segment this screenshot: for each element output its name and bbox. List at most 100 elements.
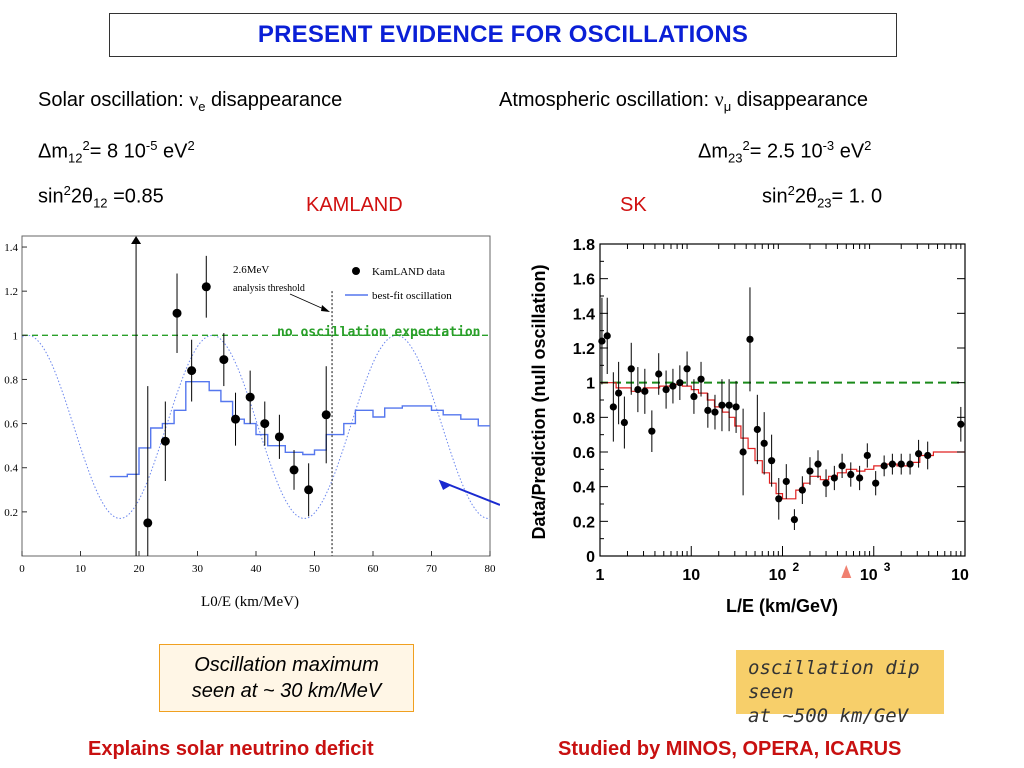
kamland-plot-frame [21,235,491,557]
atmospheric-delta-m: Δm232= 2.5 10-3 eV2 [698,138,872,166]
kamland-x-tick-label: 80 [485,563,497,575]
page-title: PRESENT EVIDENCE FOR OSCILLATIONS [257,21,749,48]
sk-data-point [697,375,705,383]
sk-data-point [711,408,719,416]
kamland-dotted-oscillation [21,334,490,519]
kamland-chart: 0.2 0.4 0.6 0.8 1 1.2 1.4 0 10 20 30 40 50 60 70 80 2.… [4,235,500,610]
sk-x-tick-label: 1 [596,567,605,584]
sk-data-point [609,403,617,411]
sk-data-point [806,467,814,475]
sk-data-point [822,479,830,487]
kamland-x-tick-label: 50 [309,563,321,575]
solar-delta-m: Δm122= 8 10-5 eV2 [38,138,195,166]
kamland-legend-fit: best-fit oscillation [372,290,452,302]
kamland-y-tick-label: 0.4 [4,463,18,475]
kamland-x-ticks: 0 10 20 30 40 50 60 70 80 [19,551,496,575]
sk-data-point [775,495,783,503]
sk-data-point [627,365,635,373]
sk-x-ticks: 110102103104 [596,244,969,584]
kamland-dotted-curve [21,334,490,519]
sk-data-point [746,335,754,343]
kamland-data-point [245,392,255,402]
sk-data-point [732,403,740,411]
sk-data-point [888,460,896,468]
kamland-label: KAMLAND [306,194,403,216]
sk-points [598,287,965,530]
kamland-x-tick-label: 40 [251,563,263,575]
kamland-data-point [260,419,270,429]
kamland-data-point [231,414,241,424]
kamland-data-point [160,436,170,446]
kamland-x-tick-label: 0 [19,563,25,575]
sk-note: oscillation dip seen at ~500 km/GeV [736,650,944,727]
sk-x-tick-exponent: 3 [884,560,891,574]
sk-y-tick-label: 1.4 [573,306,595,323]
sk-fit-line [600,382,965,500]
kamland-data-point [219,355,229,365]
kamland-x-tick-label: 60 [368,563,380,575]
kamland-blue-arrowhead [438,479,452,490]
kamland-annotation-energy: 2.6MeV [233,264,269,276]
sk-data-point [906,460,914,468]
kamland-data-point [172,308,182,318]
title-box: PRESENT EVIDENCE FOR OSCILLATIONS [109,13,897,57]
sk-data-point [872,479,880,487]
sk-data-point [768,457,776,465]
kamland-data-point [289,465,299,475]
kamland-y-tick-label: 1.2 [4,286,18,298]
sk-plot-frame [599,243,966,557]
sk-data-point [718,401,726,409]
footer-right: Studied by MINOS, OPERA, ICARUS [558,738,902,760]
kamland-x-tick-label: 30 [192,563,204,575]
kamland-blue-arrow [441,481,500,506]
sk-x-label: L/E (km/GeV) [726,596,838,616]
kamland-data-point [274,432,284,442]
sk-y-ticks: 0 0.2 0.4 0.6 0.8 1 1.2 1.4 1.6 1.8 [573,237,965,566]
sk-data-point [814,460,822,468]
kamland-y-tick-label: 1 [13,330,19,342]
sk-y-tick-label: 1 [586,376,595,393]
sk-data-point [648,427,656,435]
kamland-data-point [201,282,211,292]
sk-data-point [683,365,691,373]
kamland-annotation-threshold: analysis threshold [233,283,305,294]
sk-data-point [856,474,864,482]
kamland-data-point [143,518,153,528]
sk-x-tick-exponent: 2 [793,560,800,574]
sk-chart: 00.20.40.60.811.21.41.61.8 110102103104 … [529,237,969,616]
kamland-note-line1: Oscillation maximum [194,654,379,676]
footer-left: Explains solar neutrino deficit [88,738,374,760]
kamland-big-error-arrow [131,236,142,244]
sk-note-line1: oscillation dip seen [748,657,920,703]
sk-data-point [880,462,888,470]
sk-data-point [753,425,761,434]
kamland-annotation-expectation: no oscillation expectation [277,325,481,340]
sk-data-point [655,370,663,378]
sk-data-point [760,439,768,447]
sk-x-tick-label: 10 [951,567,969,584]
sk-y-tick-label: 0.6 [573,445,595,462]
kamland-y-ticks: 0.2 0.4 0.6 0.8 1 1.2 1.4 [4,242,27,519]
sk-x-tick-label: 10 [860,567,878,584]
kamland-y-tick-label: 1.4 [4,242,18,254]
sk-data-point [615,389,623,397]
kamland-data-point [187,366,197,376]
kamland-y-tick-label: 0.6 [4,419,18,431]
sk-data-point [598,337,606,345]
sk-label: SK [620,194,647,216]
sk-data-point [739,448,747,456]
kamland-note: Oscillation maximum seen at ~ 30 km/MeV [159,644,414,712]
kamland-x-label: L0/E (km/MeV) [201,594,299,610]
sk-data-point [634,386,642,394]
sk-x-tick-label: 10 [682,567,700,584]
sk-y-label: Data/Prediction (null oscillation) [529,264,549,539]
kamland-x-tick-label: 20 [134,563,146,575]
solar-heading: Solar oscillation: νe disappearance [38,89,343,114]
sk-data-point [957,420,965,428]
solar-mixing-angle: sin22θ12 =0.85 [38,183,164,211]
sk-data-point [641,387,649,395]
sk-data-point [838,462,846,470]
sk-y-tick-label: 0.8 [573,410,595,427]
sk-data-point [798,486,806,494]
sk-data-point [790,516,798,524]
